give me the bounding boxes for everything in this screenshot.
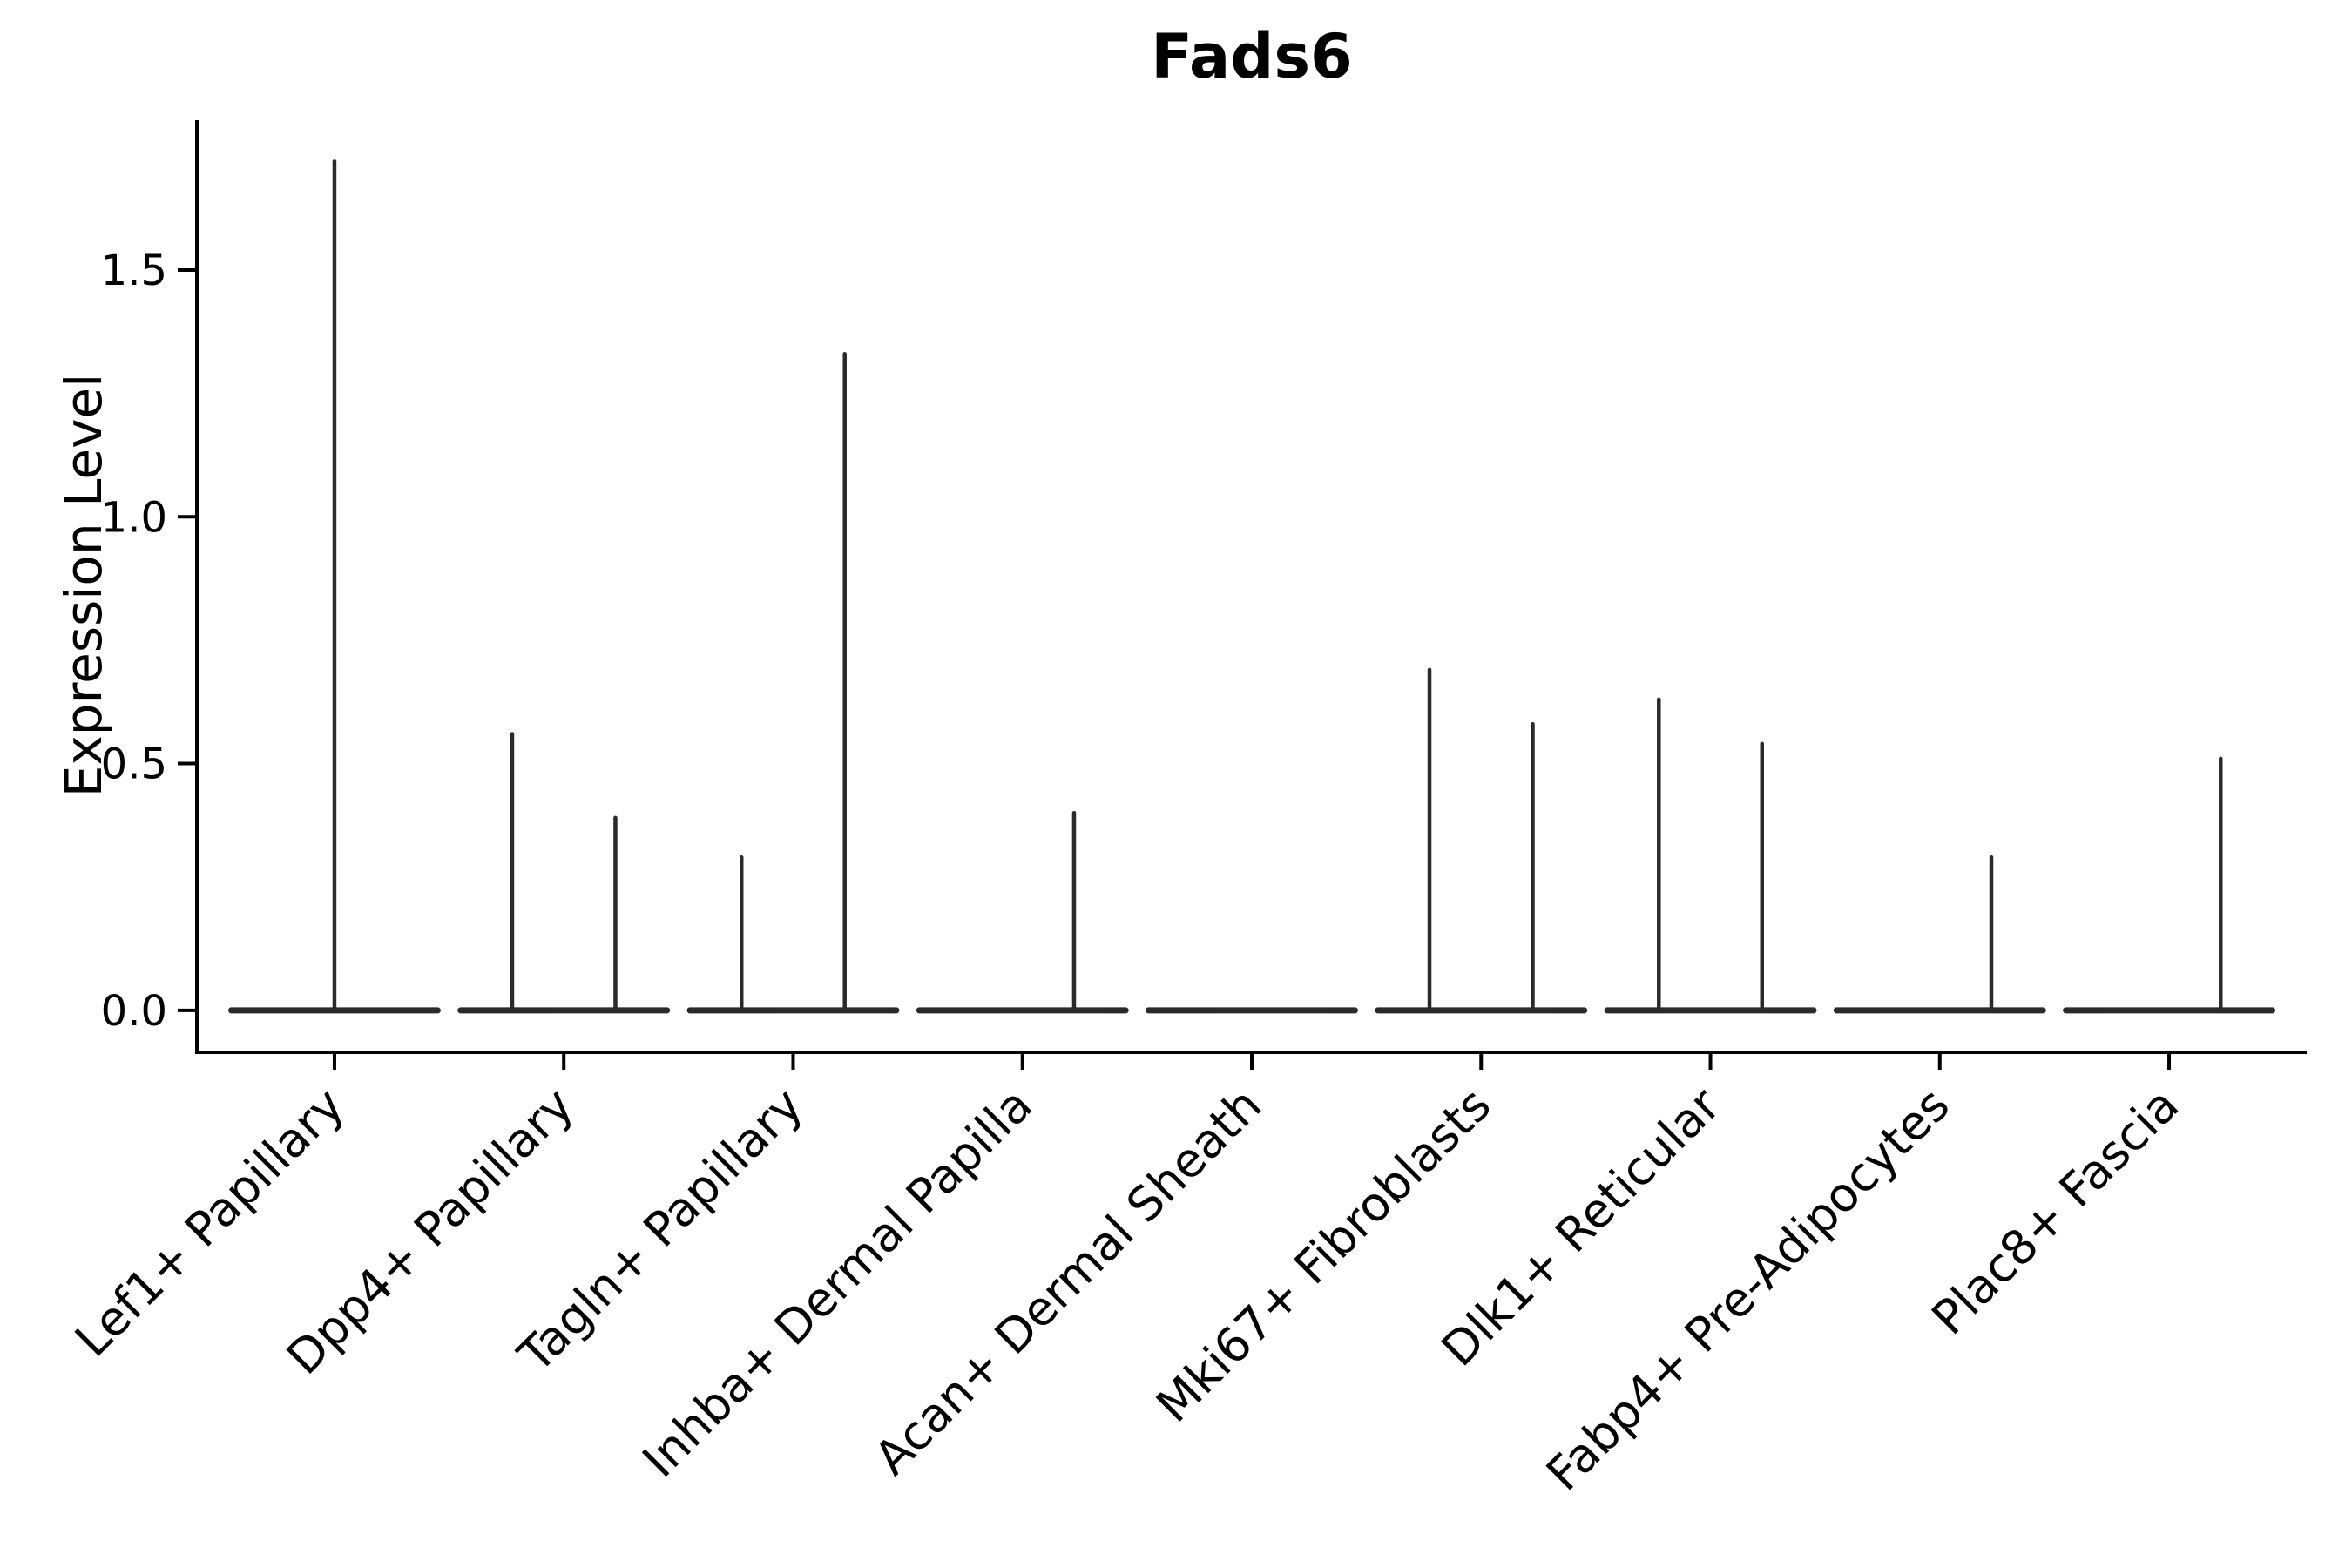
x-tick-label-fabp4-pre-adipocytes: Fabp4+ Pre-Adipocytes (1536, 1078, 1960, 1502)
y-tick-label: 1.5 (101, 247, 167, 295)
y-tick-label: 0.5 (101, 740, 167, 789)
x-tick-label-inhba-dermal-papilla: Inhba+ Dermal Papilla (632, 1078, 1043, 1488)
x-tick-label-acan-dermal-sheath: Acan+ Dermal Sheath (864, 1078, 1272, 1485)
chart-title: Fads6 (1151, 21, 1353, 92)
x-tick-label-plac8-fascia: Plac8+ Fascia (1921, 1078, 2189, 1346)
y-tick-label: 1.0 (101, 493, 167, 542)
y-tick-label: 0.0 (101, 987, 167, 1036)
